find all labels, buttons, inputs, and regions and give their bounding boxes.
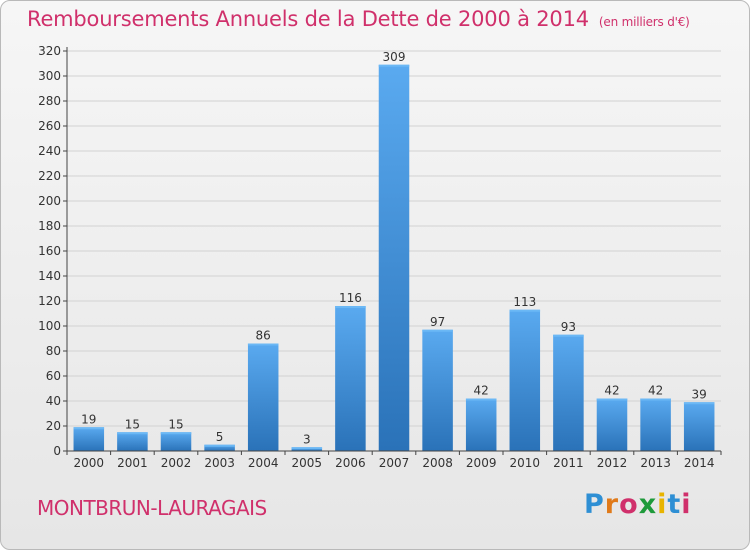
x-tick-label: 2013 <box>640 456 671 470</box>
y-tick-label: 240 <box>38 144 61 158</box>
bar-2001[interactable] <box>117 432 148 451</box>
x-tick-label: 2001 <box>117 456 148 470</box>
logo-letter: i <box>657 489 668 520</box>
value-label: 42 <box>604 384 619 398</box>
bar-top-highlight <box>596 398 628 401</box>
bar-top-highlight <box>640 398 671 401</box>
bar-top-highlight <box>160 432 192 435</box>
x-tick-label: 2006 <box>335 456 366 470</box>
value-label: 97 <box>430 315 445 329</box>
y-tick-label: 160 <box>38 244 61 258</box>
value-label: 15 <box>168 417 183 431</box>
value-label: 19 <box>81 412 96 426</box>
x-tick-label: 2012 <box>597 456 628 470</box>
value-label: 116 <box>339 291 362 305</box>
y-tick-label: 220 <box>38 169 61 183</box>
proxiti-logo[interactable]: Proxiti <box>584 489 692 520</box>
unit-note: (en milliers d'€) <box>598 15 690 29</box>
y-tick-label: 140 <box>38 269 61 283</box>
bar-2008[interactable] <box>422 329 453 451</box>
bar-top-highlight <box>509 309 541 312</box>
bar-top-highlight <box>117 432 148 435</box>
value-label: 113 <box>513 295 536 309</box>
value-label: 93 <box>561 320 576 334</box>
logo-letter: x <box>638 489 658 520</box>
value-label: 39 <box>692 387 707 401</box>
bar-top-highlight <box>204 444 235 447</box>
y-tick-label: 80 <box>46 344 61 358</box>
bar-2006[interactable] <box>335 306 366 451</box>
logo-letter: P <box>584 489 605 520</box>
place-name: MONTBRUN-LAURAGAIS <box>37 496 267 520</box>
value-label: 309 <box>383 50 406 64</box>
y-tick-label: 320 <box>38 44 61 58</box>
value-label: 5 <box>216 430 224 444</box>
y-tick-label: 300 <box>38 69 61 83</box>
x-tick-label: 2011 <box>553 456 584 470</box>
title-text: Remboursements Annuels de la Dette de 20… <box>27 7 589 31</box>
bar-2009[interactable] <box>465 398 497 452</box>
y-tick-label: 120 <box>38 294 61 308</box>
y-tick-label: 200 <box>38 194 61 208</box>
value-label: 42 <box>474 384 489 398</box>
bar-2002[interactable] <box>160 432 192 451</box>
bar-top-highlight <box>247 343 279 346</box>
y-tick-label: 180 <box>38 219 61 233</box>
x-tick-label: 2004 <box>248 456 279 470</box>
x-tick-label: 2005 <box>292 456 323 470</box>
bar-top-highlight <box>465 398 497 401</box>
y-tick-label: 280 <box>38 94 61 108</box>
y-tick-label: 60 <box>46 369 61 383</box>
y-tick-label: 100 <box>38 319 61 333</box>
y-tick-label: 20 <box>46 419 61 433</box>
logo-letter: t <box>667 489 682 520</box>
bar-top-highlight <box>378 64 410 67</box>
bar-2012[interactable] <box>596 398 628 452</box>
x-tick-label: 2002 <box>161 456 192 470</box>
bar-top-highlight <box>553 334 584 337</box>
logo-letter: i <box>681 489 692 520</box>
bar-2014[interactable] <box>683 402 715 451</box>
chart-title: Remboursements Annuels de la Dette de 20… <box>27 7 690 31</box>
bar-2013[interactable] <box>640 398 671 452</box>
bar-top-highlight <box>73 427 105 430</box>
value-label: 86 <box>256 329 271 343</box>
x-tick-label: 2003 <box>204 456 235 470</box>
value-label: 3 <box>303 432 311 446</box>
bar-2004[interactable] <box>247 343 279 452</box>
bar-2003[interactable] <box>204 444 235 451</box>
bar-top-highlight <box>335 306 366 308</box>
x-tick-label: 2008 <box>422 456 453 470</box>
bar-2010[interactable] <box>509 309 541 451</box>
logo-letter: r <box>604 489 620 520</box>
x-tick-label: 2014 <box>684 456 715 470</box>
bar-top-highlight <box>422 329 453 332</box>
bar-top-highlight <box>683 402 715 405</box>
x-tick-label: 2000 <box>74 456 105 470</box>
x-tick-label: 2010 <box>510 456 541 470</box>
y-tick-label: 0 <box>53 444 61 458</box>
bar-2007[interactable] <box>378 64 410 451</box>
bar-top-highlight <box>291 447 323 450</box>
y-tick-label: 260 <box>38 119 61 133</box>
x-tick-label: 2009 <box>466 456 497 470</box>
bar-2011[interactable] <box>553 334 584 451</box>
x-tick-label: 2007 <box>379 456 410 470</box>
logo-letter: o <box>619 489 639 520</box>
bar-2000[interactable] <box>73 427 105 451</box>
value-label: 15 <box>125 417 140 431</box>
y-tick-label: 40 <box>46 394 61 408</box>
value-label: 42 <box>648 384 663 398</box>
